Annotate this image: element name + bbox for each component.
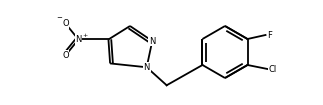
Text: −: − (57, 15, 62, 22)
Text: N: N (75, 35, 82, 44)
Text: N: N (143, 63, 150, 72)
Text: +: + (82, 33, 88, 38)
Text: O: O (62, 19, 69, 28)
Text: F: F (267, 30, 272, 39)
Text: N: N (149, 37, 155, 45)
Text: O: O (62, 51, 69, 60)
Text: Cl: Cl (268, 64, 277, 74)
